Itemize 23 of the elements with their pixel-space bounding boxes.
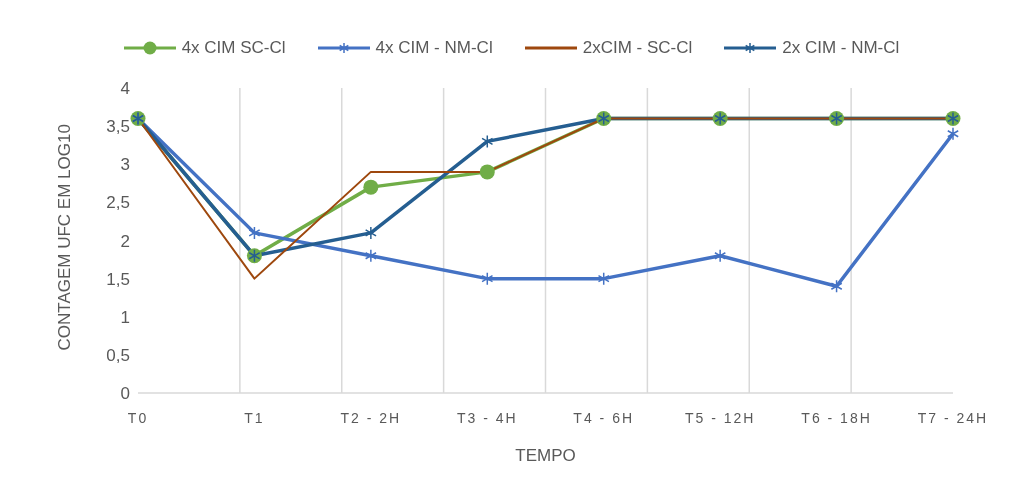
x-tick-label: T6 - 18H: [801, 409, 872, 426]
legend-label: 4x CIM - NM-Cl: [375, 38, 493, 58]
x-tick-label: T3 - 4H: [456, 409, 518, 426]
legend-label: 2xCIM - SC-Cl: [582, 38, 693, 58]
y-tick-label: 2,5: [106, 193, 130, 213]
x-tick-label: T5 - 12H: [684, 409, 756, 426]
y-tick-label: 0,5: [106, 345, 130, 365]
y-tick-label: 3,5: [106, 117, 130, 137]
x-tick-label: T2 - 2H: [340, 409, 402, 426]
y-axis-title: CONTAGEM UFC EM LOG10: [55, 124, 75, 351]
legend-label: 4x CIM SC-Cl: [181, 38, 286, 58]
x-tick-label: T1: [244, 409, 265, 426]
y-tick-label: 1: [120, 307, 130, 327]
x-tick-label: T4 - 6H: [573, 409, 635, 426]
legend-label: 2x CIM - NM-Cl: [782, 38, 900, 58]
y-tick-label: 0: [120, 384, 130, 404]
x-tick-label: T7 - 24H: [917, 409, 989, 426]
x-tick-label: T0: [127, 409, 149, 426]
y-tick-label: 4: [120, 79, 130, 99]
y-tick-label: 3: [120, 155, 130, 175]
y-tick-label: 1,5: [106, 269, 130, 289]
x-axis-title: TEMPO: [515, 446, 576, 465]
y-tick-label: 2: [120, 231, 130, 251]
